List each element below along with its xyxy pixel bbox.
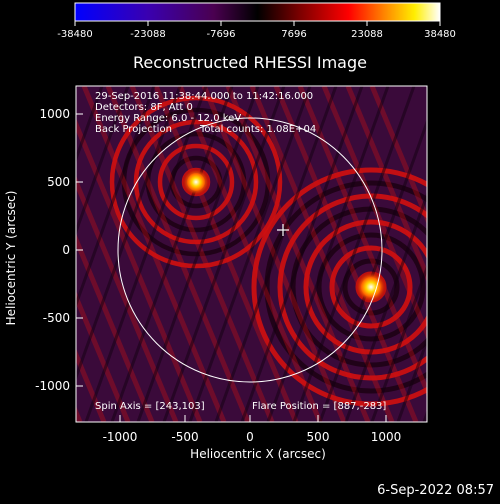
spin-axis-label: Spin Axis = [243,103] xyxy=(95,401,205,412)
fringe-ring xyxy=(133,119,259,245)
colorbar-tick-label: -38480 xyxy=(57,29,92,40)
fringe-streak xyxy=(129,86,275,422)
fringe-streak-dark xyxy=(318,117,427,422)
fringe-streak-dark xyxy=(136,86,260,422)
fringe-streak xyxy=(76,233,155,422)
fringe-streak xyxy=(76,175,179,422)
fringe-streak xyxy=(153,86,299,422)
fringe-streak xyxy=(201,86,347,422)
fringe-ring xyxy=(109,95,283,269)
fringe-streak-dark xyxy=(240,86,364,422)
x-tick-label: 0 xyxy=(246,430,254,444)
source-flare xyxy=(355,271,387,303)
fringe-pattern xyxy=(76,86,500,422)
colorbar-ticks: -38480 -23088 -7696 7696 23088 38480 xyxy=(57,21,456,40)
fringe-streak-dark xyxy=(76,86,130,237)
fringe-ring xyxy=(329,245,413,329)
source-north xyxy=(182,168,210,196)
fringe-streak-dark xyxy=(214,86,338,422)
fringe-ring xyxy=(251,167,427,407)
x-tick-label: -500 xyxy=(171,430,198,444)
colorbar-tick-label: 38480 xyxy=(424,29,456,40)
y-tick-label: -500 xyxy=(43,311,70,325)
timestamp: 6-Sep-2022 08:57 xyxy=(377,483,494,498)
image-area xyxy=(76,86,500,422)
x-tick-label: 500 xyxy=(307,430,330,444)
fringe-streak-dark xyxy=(76,86,182,382)
info-counts: Total counts: 1.08E+04 xyxy=(199,124,316,135)
info-detectors: Detectors: 8F, Att 0 xyxy=(95,102,193,113)
info-method: Back Projection xyxy=(95,124,172,135)
info-time: 29-Sep-2016 11:38:44.000 to 11:42:16.000 xyxy=(95,91,313,102)
fringe-ring xyxy=(157,143,235,221)
fringe-ring xyxy=(145,131,247,233)
fringe-streak-dark xyxy=(84,86,208,422)
y-axis-ticks: 1000 500 0 -500 -1000 xyxy=(35,107,83,393)
info-energy: Energy Range: 6.0 - 12.0 keV xyxy=(95,113,241,124)
fringe-streak-dark xyxy=(76,86,156,309)
fringe-streak-dark xyxy=(188,86,312,422)
fringe-streak xyxy=(345,86,427,283)
fringe-streak xyxy=(249,86,395,422)
fringe-streak-dark xyxy=(396,336,427,422)
y-tick-label: 0 xyxy=(62,243,70,257)
y-tick-label: 1000 xyxy=(39,107,70,121)
colorbar-tick-label: 7696 xyxy=(281,29,306,40)
fringe-streak-dark xyxy=(110,86,234,422)
fringe-streak-dark xyxy=(76,86,104,164)
colorbar xyxy=(74,2,441,22)
y-axis-label: Heliocentric Y (arcsec) xyxy=(4,191,18,326)
y-tick-label: 500 xyxy=(47,175,70,189)
fringe-streak-dark xyxy=(344,190,427,422)
solar-limb xyxy=(117,117,383,383)
fringe-ring xyxy=(342,258,400,316)
colorbar-tick-label: 23088 xyxy=(351,29,383,40)
plot-title: Reconstructed RHESSI Image xyxy=(133,53,367,72)
x-axis-ticks: -1000 -500 0 500 1000 xyxy=(103,415,402,444)
x-axis-label: Heliocentric X (arcsec) xyxy=(190,447,326,461)
fringe-streak xyxy=(321,86,427,340)
fringe-streak-dark xyxy=(370,263,427,422)
fringe-ring xyxy=(264,180,427,394)
plot-frame xyxy=(75,85,428,423)
x-tick-label: -1000 xyxy=(103,430,138,444)
fringe-streak-dark xyxy=(422,409,427,422)
fringe-ring xyxy=(277,193,427,381)
fringe-streak-dark xyxy=(266,86,390,422)
fringe-streak xyxy=(225,86,371,422)
colorbar-tick-label: -7696 xyxy=(206,29,235,40)
x-tick-label: 1000 xyxy=(371,430,402,444)
y-tick-label: -1000 xyxy=(35,379,70,393)
fringe-streak xyxy=(105,86,251,422)
fringe-streak-dark xyxy=(162,86,286,422)
flare-position-label: Flare Position = [887,-283] xyxy=(252,401,386,412)
colorbar-tick-label: -23088 xyxy=(130,29,165,40)
fringe-streak-dark xyxy=(450,86,500,422)
fringe-ring xyxy=(316,232,426,342)
